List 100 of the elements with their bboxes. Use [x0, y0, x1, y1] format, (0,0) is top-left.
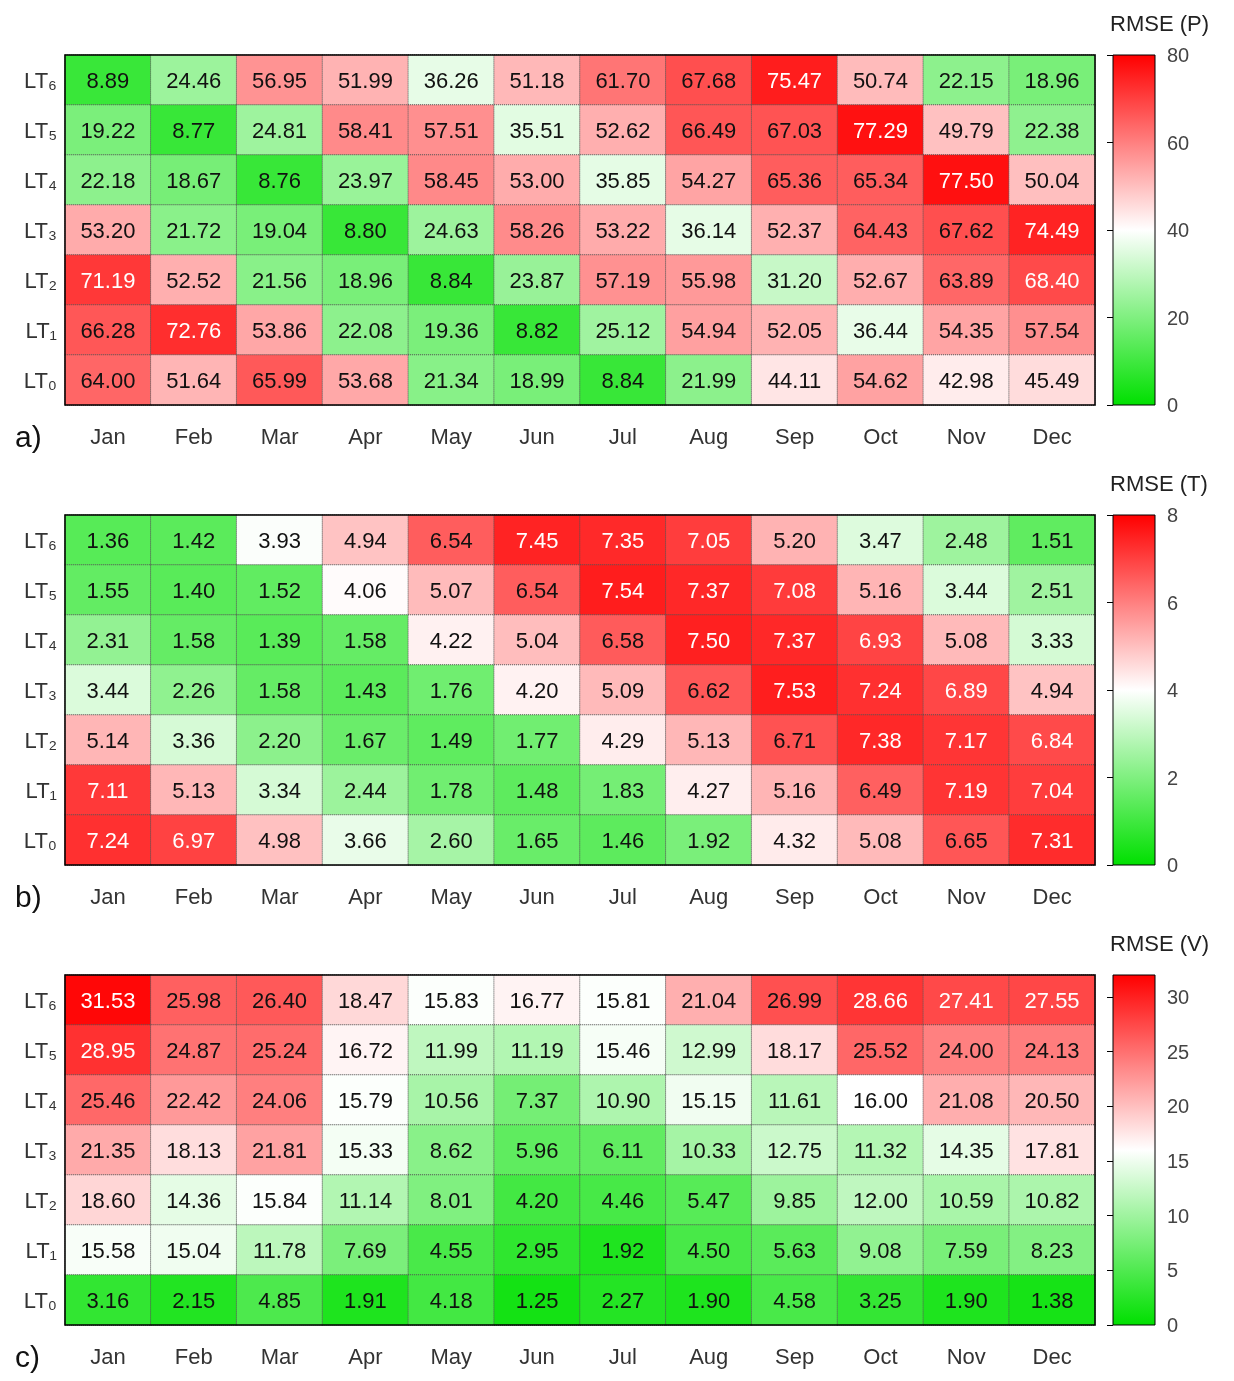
data-label: 10.59 [938, 1187, 994, 1213]
data-label: 3.16 [86, 1287, 130, 1313]
data-label: 16.72 [337, 1037, 393, 1063]
data-label: 54.35 [938, 317, 994, 343]
data-label: 1.76 [429, 677, 473, 703]
data-label: 4.98 [258, 827, 301, 853]
data-label: 25.12 [595, 317, 651, 343]
y-tick-label: LT₂ [24, 1187, 57, 1213]
data-label: 8.23 [1030, 1237, 1074, 1263]
data-label: 18.47 [337, 987, 393, 1013]
x-tick-label: Nov [946, 1343, 986, 1369]
data-label: 2.51 [1030, 577, 1074, 603]
y-tick-label: LT₃ [24, 217, 57, 243]
data-label: 8.76 [258, 167, 301, 193]
data-label: 51.64 [166, 367, 222, 393]
data-label: 1.58 [172, 627, 216, 653]
text: b) [15, 879, 42, 913]
data-label: 23.87 [509, 267, 565, 293]
color-bar-label: 20 [1167, 306, 1190, 329]
color-bar-label: 15 [1167, 1149, 1190, 1172]
data-label: 2.95 [515, 1237, 559, 1263]
data-label: 2.60 [429, 827, 473, 853]
data-label: 31.20 [767, 267, 823, 293]
data-label: 14.35 [938, 1137, 994, 1163]
data-label: 15.46 [595, 1037, 651, 1063]
data-label: 6.11 [602, 1137, 644, 1163]
data-label: 42.98 [938, 367, 994, 393]
data-label: 7.04 [1030, 777, 1074, 803]
x-tick-label: Apr [348, 423, 383, 449]
data-label: 1.92 [687, 827, 731, 853]
data-label: 58.41 [337, 117, 393, 143]
data-label: 66.28 [80, 317, 136, 343]
color-bar-label: 5 [1167, 1259, 1179, 1282]
data-label: 3.36 [172, 727, 216, 753]
data-label: 63.89 [938, 267, 994, 293]
data-label: 11.19 [510, 1037, 564, 1063]
data-label: 1.52 [258, 577, 301, 603]
data-label: 7.37 [515, 1087, 559, 1113]
data-label: 6.93 [859, 627, 902, 653]
data-label: 22.42 [166, 1087, 222, 1113]
data-label: 1.43 [344, 677, 387, 703]
data-label: 8.80 [344, 217, 387, 243]
y-tick-label: LT₅ [24, 577, 57, 603]
data-label: 3.66 [344, 827, 387, 853]
x-tick-label: May [430, 883, 473, 909]
x-tick-label: Mar [260, 423, 299, 449]
y-tick-label: LT₀ [23, 827, 57, 853]
x-tick-label: Jul [608, 1343, 637, 1369]
color-bar-label: 10 [1167, 1204, 1190, 1227]
data-label: 2.26 [172, 677, 216, 703]
data-label: 7.37 [687, 577, 731, 603]
data-label: 7.53 [773, 677, 816, 703]
x-tick-label: Sep [775, 1343, 815, 1369]
data-label: 5.96 [515, 1137, 559, 1163]
data-label: 4.55 [429, 1237, 473, 1263]
data-label: 4.18 [429, 1287, 473, 1313]
x-tick-label: Oct [863, 883, 898, 909]
data-label: 16.00 [852, 1087, 908, 1113]
data-label: 15.04 [166, 1237, 222, 1263]
data-label: 50.04 [1024, 167, 1080, 193]
x-tick-label: Feb [174, 1343, 213, 1369]
data-label: 25.98 [166, 987, 222, 1013]
data-label: 19.36 [423, 317, 479, 343]
y-tick-label: LT₀ [23, 367, 57, 393]
color-bar-title: RMSE (T) [1110, 470, 1208, 496]
data-label: 7.11 [87, 777, 129, 803]
data-label: 52.05 [767, 317, 823, 343]
color-bar-title: RMSE (V) [1110, 930, 1209, 956]
data-label: 53.86 [252, 317, 308, 343]
data-label: 1.46 [601, 827, 645, 853]
data-label: 18.13 [166, 1137, 222, 1163]
data-label: 61.70 [595, 67, 651, 93]
data-label: 2.31 [86, 627, 130, 653]
data-label: 1.39 [258, 627, 301, 653]
data-label: 5.16 [859, 577, 902, 603]
data-label: 67.62 [938, 217, 994, 243]
data-label: 1.48 [515, 777, 559, 803]
data-label: 26.40 [252, 987, 308, 1013]
data-label: 7.19 [944, 777, 988, 803]
y-tick-label: LT₁ [25, 777, 57, 803]
data-label: 51.18 [509, 67, 565, 93]
data-label: 2.27 [601, 1287, 645, 1313]
data-label: 50.74 [852, 67, 908, 93]
data-label: 77.50 [938, 167, 994, 193]
data-label: 5.14 [86, 727, 130, 753]
data-label: 64.43 [852, 217, 908, 243]
x-tick-label: Nov [946, 883, 986, 909]
y-tick-label: LT₆ [24, 987, 57, 1013]
data-label: 1.77 [515, 727, 559, 753]
text: a) [15, 419, 42, 453]
data-label: 6.71 [773, 727, 816, 753]
x-tick-label: Oct [863, 423, 898, 449]
x-tick-label: Aug [689, 1343, 729, 1369]
data-label: 5.47 [687, 1187, 731, 1213]
data-label: 36.44 [852, 317, 908, 343]
data-label: 10.82 [1024, 1187, 1080, 1213]
data-label: 19.22 [80, 117, 136, 143]
data-label: 65.36 [767, 167, 823, 193]
color-bar-label: 2 [1167, 766, 1179, 789]
data-label: 11.14 [338, 1187, 393, 1213]
